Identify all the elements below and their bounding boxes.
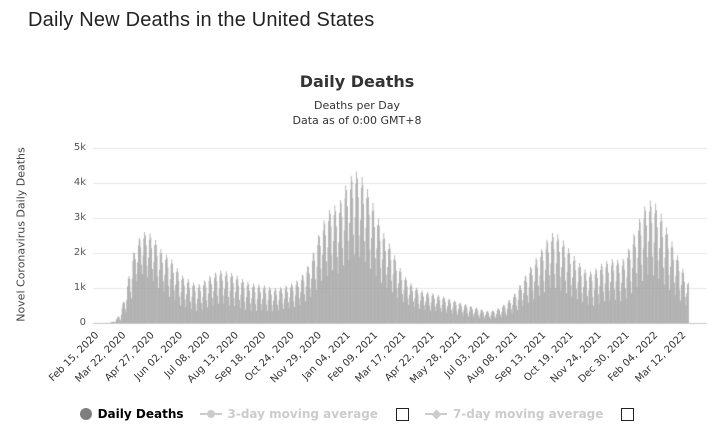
- y-tick-label: 3k: [73, 212, 86, 223]
- legend-item-7-day-moving-average[interactable]: 7-day moving average: [424, 407, 604, 421]
- chart-title: Daily Deaths: [299, 72, 415, 91]
- dot-icon: [206, 410, 215, 418]
- chart-subtitle-line1: Deaths per Day: [314, 99, 400, 112]
- y-tick-label: 2k: [73, 247, 86, 258]
- diamond-icon: [431, 409, 442, 420]
- y-axis-title: Novel Coronavirus Daily Deaths: [14, 147, 28, 322]
- chart-subtitle-line2: Data as of 0:00 GMT+8: [292, 114, 422, 127]
- legend-item-3-day-moving-average[interactable]: 3-day moving average: [199, 407, 378, 421]
- legend-checkbox-7-day-moving-average[interactable]: [621, 407, 635, 421]
- page-title: Daily New Deaths in the United States: [28, 9, 375, 31]
- legend-label: Daily Deaths: [97, 407, 184, 421]
- line-circle-marker-icon: [199, 408, 222, 420]
- legend-label: 7-day moving average: [452, 407, 604, 421]
- y-tick-label: 0: [79, 317, 86, 328]
- circle-marker-icon: [79, 408, 92, 420]
- line-diamond-marker-icon: [424, 408, 447, 420]
- y-tick-label: 4k: [73, 177, 86, 188]
- legend-item-daily-deaths[interactable]: Daily Deaths: [79, 407, 184, 421]
- legend-label: 3-day moving average: [227, 407, 378, 421]
- legend-checkbox-3-day-moving-average[interactable]: [395, 407, 409, 421]
- y-tick-label: 5k: [73, 142, 86, 153]
- y-tick-label: 1k: [73, 282, 86, 293]
- legend: Daily Deaths 3-day moving average 7-day mo…: [0, 407, 714, 421]
